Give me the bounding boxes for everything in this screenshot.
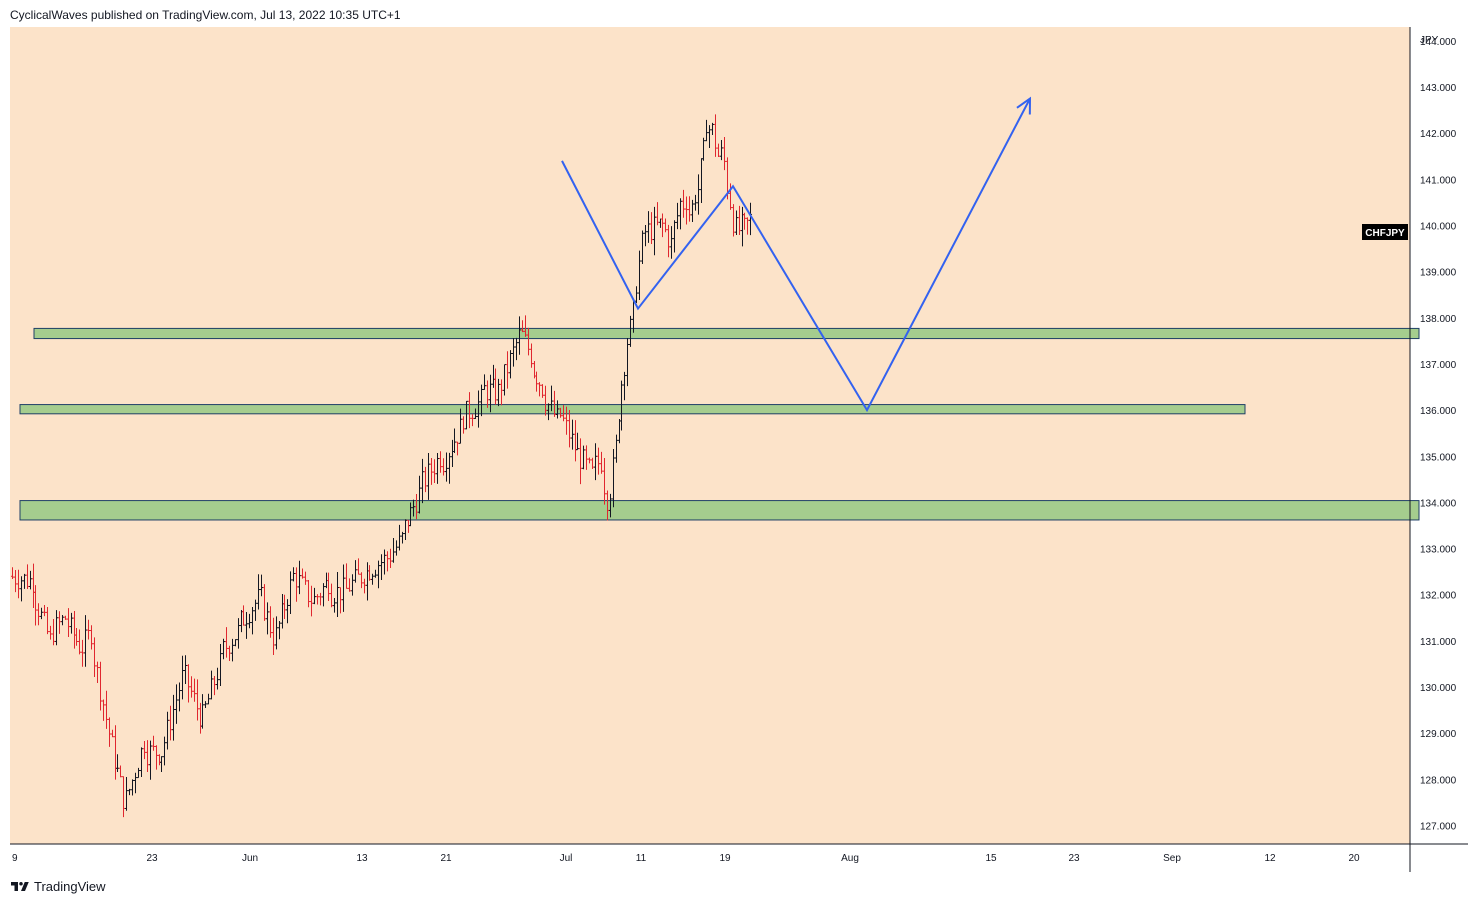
price-axis[interactable]: JPY 144.000 143.000 142.000 141.000 140.000 1… [1420, 35, 1457, 833]
price-tick-label: 136.000 [1420, 406, 1457, 417]
time-tick-label: 11 [636, 853, 647, 864]
candlestick-chart[interactable]: JPY 144.000 143.000 142.000 141.000 140.000 1… [10, 27, 1468, 872]
price-tick-label: 131.000 [1420, 637, 1457, 648]
price-tick-label: 127.000 [1420, 822, 1457, 833]
time-axis[interactable]: 9 23 Jun 13 21 Jul 11 19 Aug 15 23 Sep 12 20 [12, 853, 1360, 864]
time-tick-label: Jun [242, 853, 258, 864]
price-tick-label: 133.000 [1420, 545, 1457, 556]
price-tick-label: 130.000 [1420, 683, 1457, 694]
price-tick-label: 143.000 [1420, 83, 1457, 94]
price-tick-label: 128.000 [1420, 775, 1457, 786]
currency-label: JPY [1420, 35, 1439, 46]
time-tick-label: 13 [356, 853, 368, 864]
time-tick-label: 9 [12, 853, 18, 864]
publish-info: CyclicalWaves published on TradingView.c… [10, 8, 401, 22]
time-tick-label: 12 [1264, 853, 1276, 864]
price-tick-label: 142.000 [1420, 129, 1457, 140]
middle-support-zone[interactable] [19, 404, 1246, 415]
projection-path[interactable] [561, 98, 1031, 413]
time-tick-label: 19 [719, 853, 731, 864]
time-tick-label: 15 [985, 853, 997, 864]
time-tick-label: Jul [560, 853, 573, 864]
tradingview-footer[interactable]: TradingView [10, 879, 106, 894]
price-tick-label: 132.000 [1420, 591, 1457, 602]
time-tick-label: 23 [146, 853, 158, 864]
price-tick-label: 137.000 [1420, 360, 1457, 371]
time-tick-label: Aug [841, 853, 859, 864]
price-tick-label: 135.000 [1420, 452, 1457, 463]
time-tick-label: Sep [1163, 853, 1181, 864]
zones-layer [19, 327, 1420, 521]
price-tick-label: 139.000 [1420, 268, 1457, 279]
upper-resistance-zone[interactable] [33, 327, 1420, 340]
candles-layer [11, 114, 752, 818]
time-tick-label: 21 [440, 853, 452, 864]
price-tick-label: 138.000 [1420, 314, 1457, 325]
time-tick-label: 20 [1348, 853, 1360, 864]
chart-area[interactable]: JPY 144.000 143.000 142.000 141.000 140.000 1… [10, 27, 1468, 872]
projection-arrowhead [1016, 96, 1032, 115]
svg-text:CHFJPY: CHFJPY [1365, 228, 1405, 239]
price-tick-label: 144.000 [1420, 37, 1457, 48]
plot-background [10, 27, 1410, 844]
projection-layer[interactable] [561, 96, 1032, 413]
symbol-price-tag: CHFJPY [1362, 224, 1408, 240]
price-tick-label: 140.000 [1420, 221, 1457, 232]
lower-support-zone[interactable] [19, 500, 1420, 521]
footer-brand: TradingView [34, 879, 106, 894]
price-tick-label: 134.000 [1420, 498, 1457, 509]
price-tick-label: 141.000 [1420, 175, 1457, 186]
price-tick-label: 129.000 [1420, 729, 1457, 740]
time-tick-label: 23 [1068, 853, 1080, 864]
tradingview-logo-icon [11, 881, 29, 891]
